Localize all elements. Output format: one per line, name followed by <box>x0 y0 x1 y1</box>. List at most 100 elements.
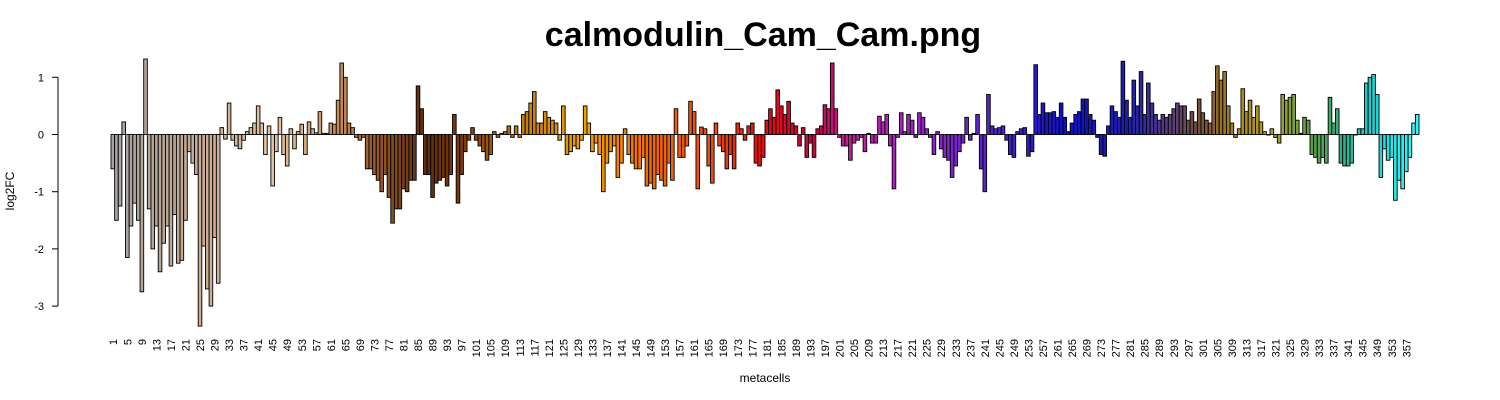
bar-32 <box>223 134 228 140</box>
bar-291 <box>1164 116 1169 135</box>
bar-31 <box>219 127 225 135</box>
bar-234 <box>957 134 962 153</box>
x-tick-label: 181 <box>762 339 774 357</box>
bar-70 <box>361 134 366 138</box>
x-tick-label: 149 <box>646 339 658 357</box>
bar-222 <box>913 134 919 138</box>
bar-14 <box>157 134 163 273</box>
bar-81 <box>401 134 406 190</box>
bar-244 <box>993 128 998 135</box>
bar-263 <box>1062 116 1068 135</box>
bar-270 <box>1087 114 1093 135</box>
bar-112 <box>513 125 519 135</box>
bar-311 <box>1236 128 1242 135</box>
x-tick-label: 321 <box>1270 339 1282 357</box>
bar-36 <box>237 134 243 150</box>
bar-252 <box>1022 127 1028 135</box>
x-tick-label: 189 <box>791 339 803 357</box>
bar-271 <box>1091 119 1097 135</box>
bar-342 <box>1349 134 1355 164</box>
bar-347 <box>1367 76 1373 135</box>
bar-33 <box>226 102 232 135</box>
x-tick-label: 269 <box>1082 339 1094 357</box>
bar-161 <box>691 111 697 135</box>
bar-267 <box>1077 111 1082 135</box>
bar-88 <box>426 134 432 175</box>
x-tick-label: 17 <box>166 339 178 351</box>
bar-230 <box>942 134 948 158</box>
bar-86 <box>419 108 424 135</box>
bar-152 <box>659 134 664 181</box>
bar-242 <box>986 94 991 135</box>
bar-173 <box>735 122 741 135</box>
bar-75 <box>379 134 384 193</box>
bar-298 <box>1189 111 1195 135</box>
y-tick-label: -3 <box>34 301 44 313</box>
x-tick-label: 333 <box>1314 339 1326 357</box>
bar-142 <box>622 128 628 135</box>
bars <box>110 58 1420 327</box>
x-tick-label: 305 <box>1212 339 1224 357</box>
bar-76 <box>383 134 388 175</box>
x-tick-label: 225 <box>922 339 934 357</box>
x-tick-label: 141 <box>616 339 628 357</box>
bar-154 <box>666 134 671 164</box>
bar-111 <box>510 134 515 138</box>
bar-207 <box>859 134 864 138</box>
bar-314 <box>1247 99 1253 135</box>
y-tick-label: -2 <box>34 244 44 256</box>
bar-329 <box>1302 116 1307 135</box>
bar-61 <box>328 122 334 135</box>
bar-247 <box>1004 134 1009 141</box>
x-tick-label: 249 <box>1009 339 1021 357</box>
bar-71 <box>364 134 370 170</box>
bar-191 <box>800 127 806 135</box>
bar-157 <box>677 134 682 158</box>
bar-198 <box>826 108 831 135</box>
bar-313 <box>1244 111 1249 135</box>
x-tick-label: 197 <box>820 339 832 357</box>
bar-306 <box>1218 79 1224 135</box>
x-tick-label: 93 <box>442 339 454 351</box>
bar-301 <box>1200 112 1206 135</box>
bar-211 <box>873 134 879 144</box>
bar-261 <box>1055 116 1060 135</box>
bar-335 <box>1324 134 1329 164</box>
bar-264 <box>1066 131 1071 135</box>
bar-22 <box>186 134 192 153</box>
x-tick-label: 33 <box>224 339 236 351</box>
bar-348 <box>1371 73 1376 135</box>
bar-209 <box>866 132 871 135</box>
bar-66 <box>346 122 352 135</box>
x-tick-label: 61 <box>326 339 338 351</box>
bar-265 <box>1069 122 1075 135</box>
bar-50 <box>288 128 294 135</box>
bar-231 <box>946 134 951 161</box>
bar-208 <box>862 134 868 153</box>
bar-143 <box>626 134 632 155</box>
bar-40 <box>252 122 257 135</box>
bar-236 <box>964 116 969 135</box>
bar-195 <box>815 128 820 135</box>
bar-180 <box>760 134 766 158</box>
bar-134 <box>593 134 599 144</box>
x-tick-label: 49 <box>282 339 294 351</box>
bar-72 <box>368 134 374 170</box>
bar-106 <box>492 131 497 135</box>
bar-232 <box>949 134 955 178</box>
bar-43 <box>263 134 268 155</box>
bar-107 <box>495 134 501 138</box>
bar-258 <box>1044 112 1049 135</box>
bar-28 <box>208 134 214 307</box>
bar-166 <box>710 134 715 184</box>
bar-266 <box>1073 114 1078 135</box>
x-tick-label: 9 <box>137 339 149 345</box>
x-tick-label: 85 <box>413 339 425 351</box>
x-tick-label: 221 <box>907 339 919 357</box>
bar-233 <box>953 134 959 167</box>
bar-79 <box>393 134 399 210</box>
bar-315 <box>1251 116 1256 135</box>
bar-97 <box>459 134 464 175</box>
x-tick-label: 177 <box>747 339 759 357</box>
x-tick-label: 29 <box>210 339 222 351</box>
